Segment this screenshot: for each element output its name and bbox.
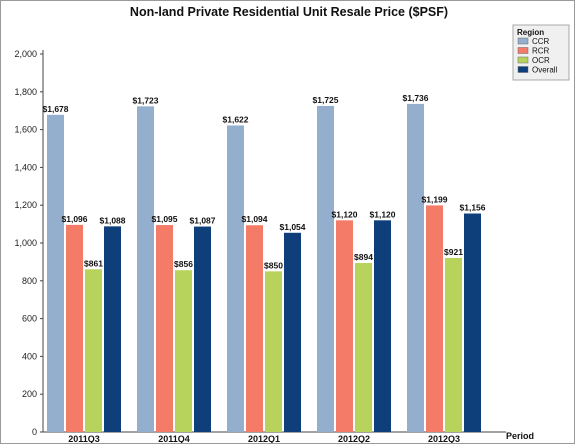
y-tick-label: 0 bbox=[32, 427, 37, 437]
data-label: $1,199 bbox=[422, 194, 448, 204]
y-tick-label: 2,000 bbox=[14, 49, 37, 59]
data-label: $1,725 bbox=[313, 95, 339, 105]
bar-ocr-2011q4 bbox=[175, 270, 192, 432]
data-label: $861 bbox=[84, 258, 103, 268]
bar-ocr-2012q2 bbox=[355, 263, 372, 432]
legend-swatch bbox=[517, 66, 529, 73]
data-labels: $1,678 $1,096 $861 $1,088 $1,723 $1,095 $856 $1… bbox=[43, 93, 486, 270]
bar-rcr-2012q1 bbox=[246, 225, 263, 432]
bar-ccr-2012q1 bbox=[227, 125, 244, 432]
y-axis: 0 200 400 600 800 1,000 1,200 1,400 1,600 1,800 2,… bbox=[14, 49, 44, 437]
data-label: $1,096 bbox=[62, 214, 88, 224]
bar-ccr-2012q2 bbox=[317, 105, 334, 432]
y-tick-label: 200 bbox=[22, 389, 37, 399]
x-tick-label: 2012Q3 bbox=[428, 434, 460, 443]
data-label: $1,156 bbox=[460, 203, 486, 213]
data-label: $1,622 bbox=[223, 114, 249, 124]
data-label: $1,678 bbox=[43, 104, 69, 114]
bar-ccr-2011q4 bbox=[137, 106, 154, 432]
y-tick-label: 1,000 bbox=[14, 238, 37, 248]
bar-ccr-2011q3 bbox=[47, 114, 64, 432]
data-label: $1,120 bbox=[370, 209, 396, 219]
bars bbox=[47, 103, 481, 433]
y-tick-label: 1,800 bbox=[14, 87, 37, 97]
y-tick-label: 600 bbox=[22, 314, 37, 324]
legend-swatch bbox=[517, 37, 529, 45]
bar-ocr-2012q3 bbox=[445, 257, 462, 432]
x-axis-label: Period bbox=[506, 431, 534, 441]
y-tick-label: 1,600 bbox=[14, 125, 37, 135]
x-tick-label: 2012Q2 bbox=[338, 434, 370, 443]
x-axis: 2011Q3 2011Q4 2012Q1 2012Q2 2012Q3 bbox=[43, 431, 506, 443]
bar-ccr-2012q3 bbox=[407, 103, 424, 433]
x-tick-label: 2011Q4 bbox=[158, 434, 190, 443]
legend-title: Region bbox=[517, 28, 544, 37]
bar-rcr-2011q3 bbox=[66, 224, 83, 432]
data-label: $1,088 bbox=[100, 215, 126, 225]
x-tick-label: 2011Q3 bbox=[68, 434, 100, 443]
data-label: $1,087 bbox=[190, 216, 216, 226]
data-label: $894 bbox=[354, 252, 373, 262]
bar-overall-2012q1 bbox=[284, 232, 301, 432]
legend-label: RCR bbox=[532, 47, 550, 56]
y-tick-label: 1,400 bbox=[14, 162, 37, 172]
y-tick-label: 1,200 bbox=[14, 200, 37, 210]
legend-swatch bbox=[517, 47, 529, 54]
y-tick-label: 800 bbox=[22, 276, 37, 286]
legend-label: OCR bbox=[532, 56, 550, 65]
data-label: $1,120 bbox=[332, 209, 358, 219]
data-label: $1,095 bbox=[152, 214, 178, 224]
data-label: $1,094 bbox=[242, 214, 268, 224]
bar-ocr-2011q3 bbox=[85, 269, 102, 432]
bar-overall-2012q2 bbox=[374, 220, 391, 432]
legend-label: Overall bbox=[532, 66, 558, 75]
x-tick-label: 2012Q1 bbox=[248, 434, 280, 443]
bar-rcr-2012q2 bbox=[336, 220, 353, 432]
bar-overall-2011q3 bbox=[104, 226, 121, 432]
chart-title: Non-land Private Residential Unit Resale… bbox=[130, 5, 448, 19]
data-label: $921 bbox=[444, 247, 463, 257]
bar-rcr-2012q3 bbox=[426, 205, 443, 432]
bar-ocr-2012q1 bbox=[265, 271, 282, 432]
data-label: $1,054 bbox=[280, 222, 306, 232]
y-tick-label: 400 bbox=[22, 351, 37, 361]
data-label: $1,736 bbox=[403, 93, 429, 103]
data-label: $1,723 bbox=[133, 95, 159, 105]
bar-overall-2011q4 bbox=[194, 226, 211, 432]
bar-rcr-2011q4 bbox=[156, 225, 173, 432]
data-label: $850 bbox=[264, 260, 283, 270]
bar-overall-2012q3 bbox=[464, 213, 481, 432]
legend-label: CCR bbox=[532, 37, 550, 46]
legend-swatch bbox=[517, 56, 529, 64]
data-label: $856 bbox=[174, 259, 193, 269]
